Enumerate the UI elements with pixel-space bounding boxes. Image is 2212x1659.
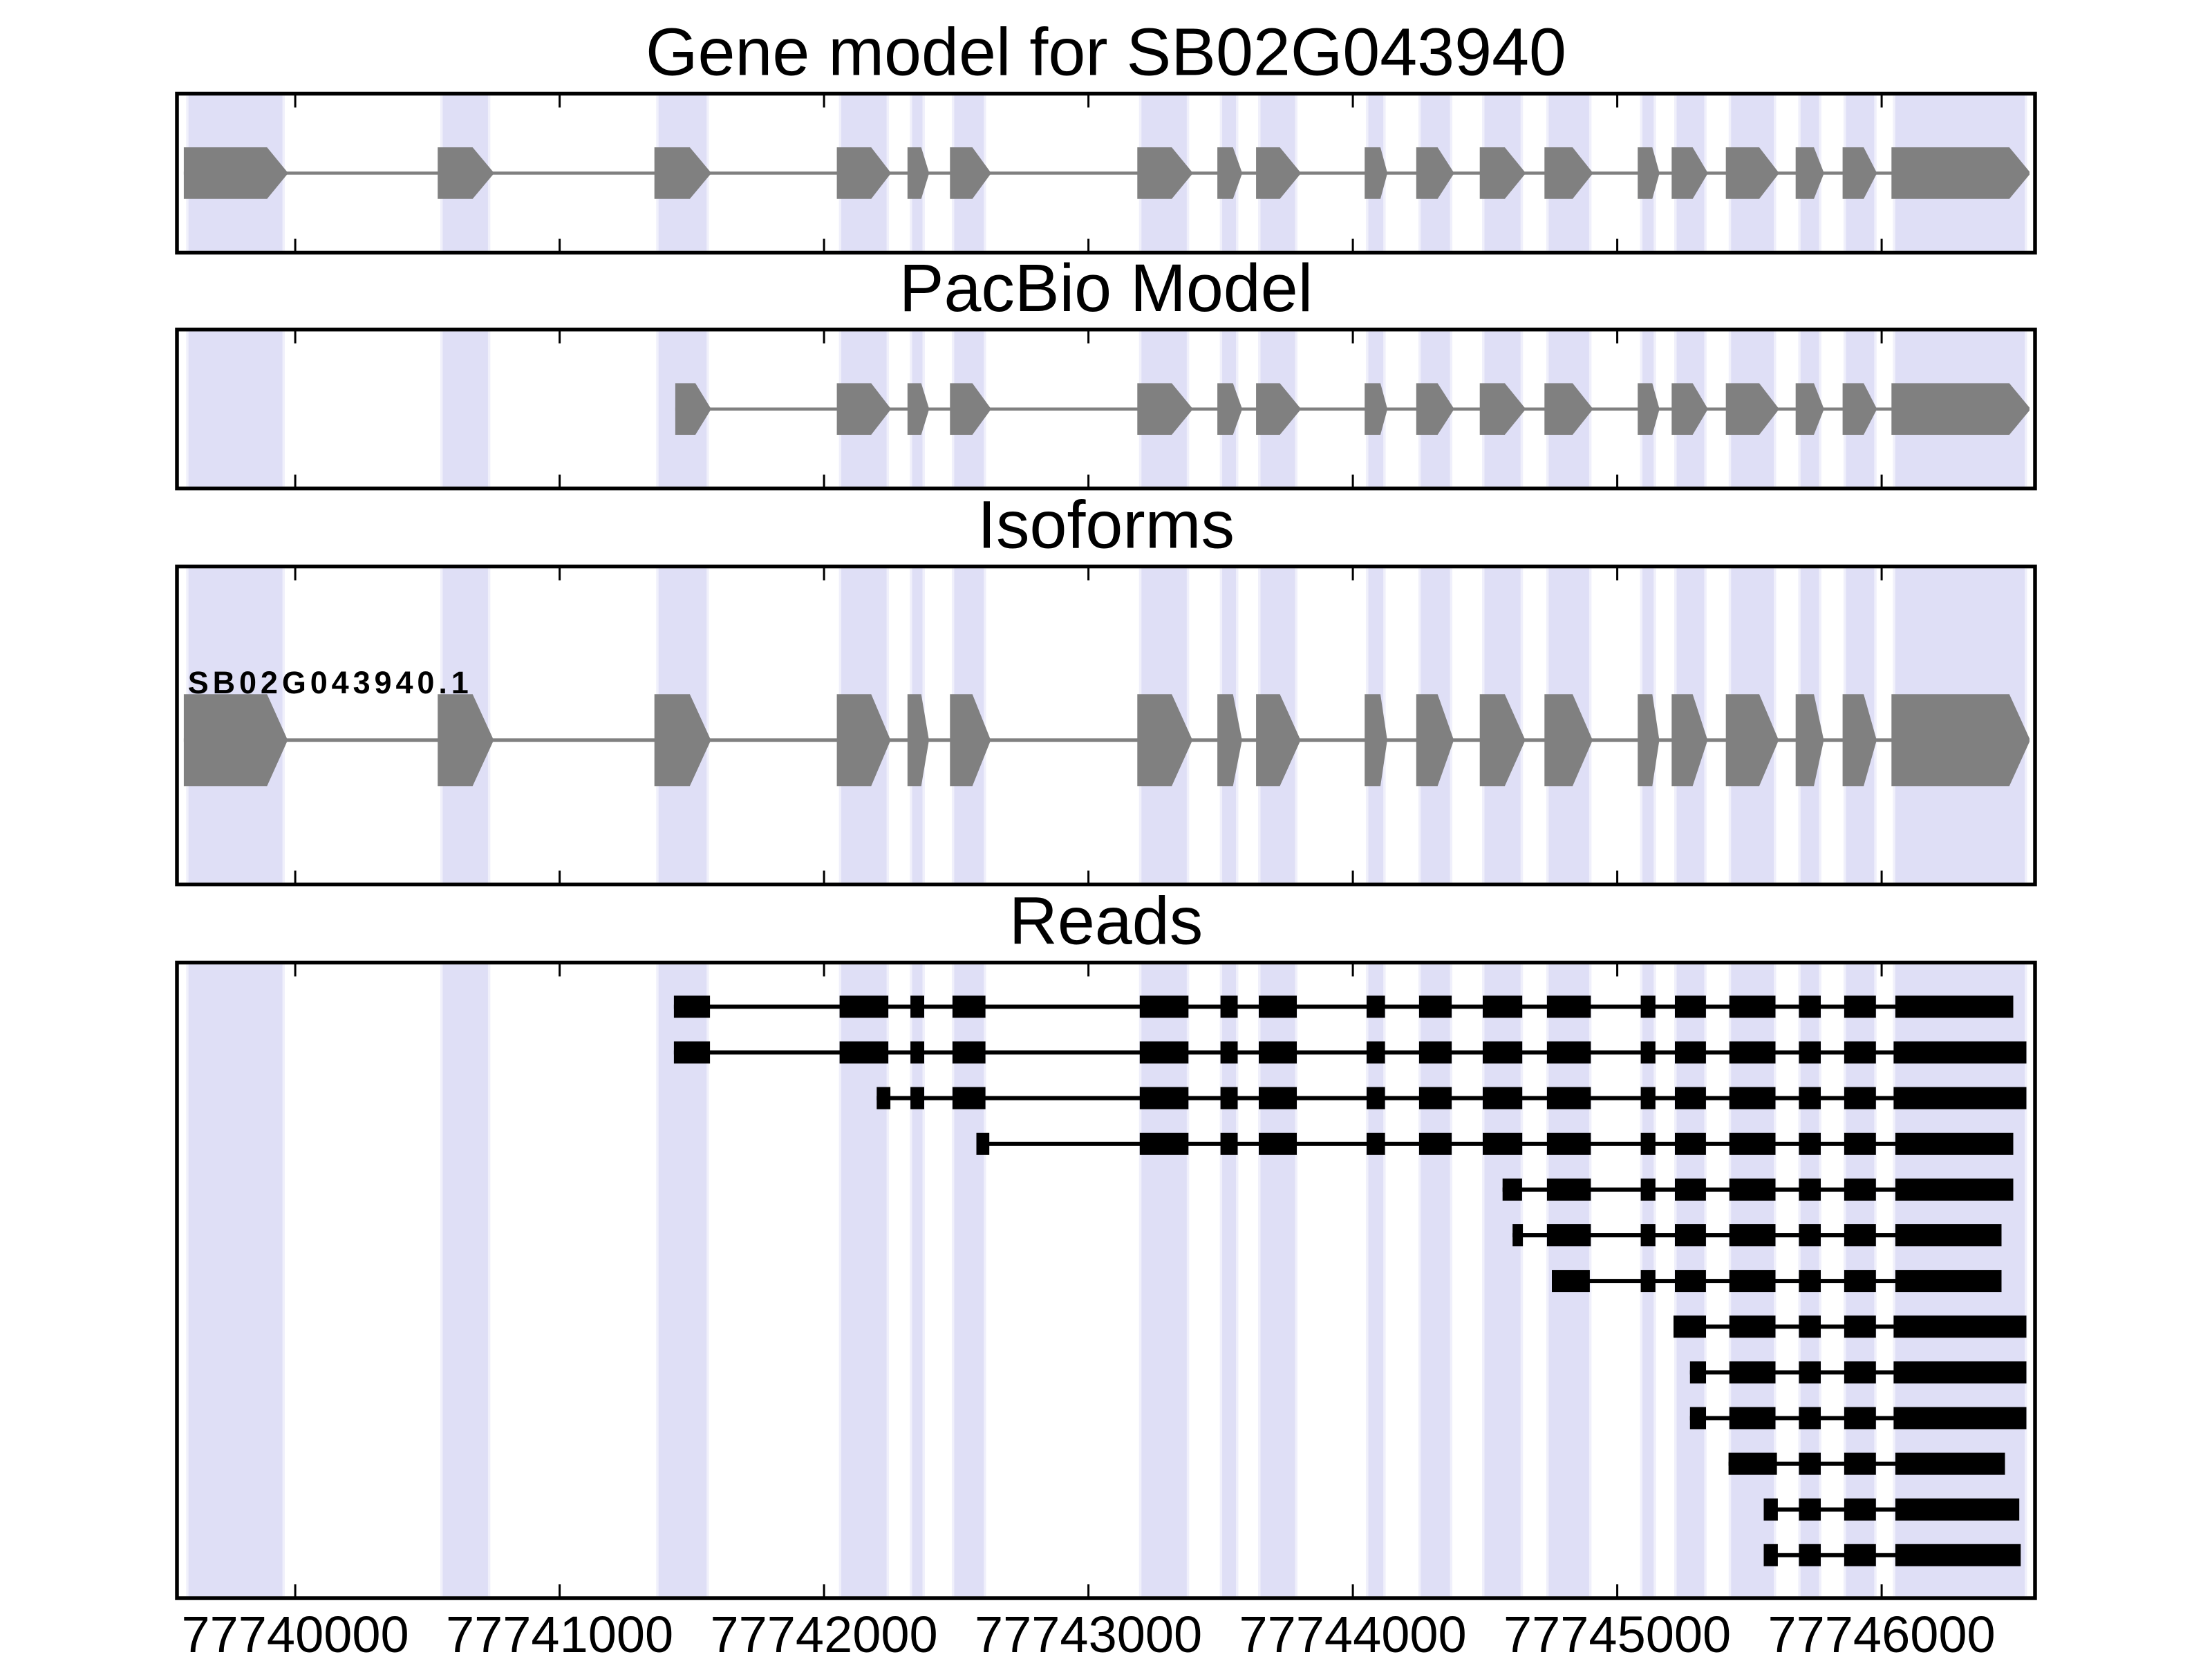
svg-text:Reads: Reads — [1009, 883, 1203, 959]
svg-text:Isoforms: Isoforms — [977, 487, 1235, 563]
svg-text:Gene model for SB02G043940: Gene model for SB02G043940 — [646, 15, 1566, 90]
svg-text:77741000: 77741000 — [446, 1606, 673, 1659]
svg-text:SB02G043940.1: SB02G043940.1 — [188, 665, 473, 700]
svg-text:77740000: 77740000 — [181, 1606, 409, 1659]
svg-text:77746000: 77746000 — [1768, 1606, 1995, 1659]
svg-text:PacBio Model: PacBio Model — [899, 250, 1313, 326]
svg-text:77742000: 77742000 — [710, 1606, 937, 1659]
svg-text:77745000: 77745000 — [1503, 1606, 1731, 1659]
svg-text:77744000: 77744000 — [1239, 1606, 1466, 1659]
svg-text:77743000: 77743000 — [975, 1606, 1202, 1659]
